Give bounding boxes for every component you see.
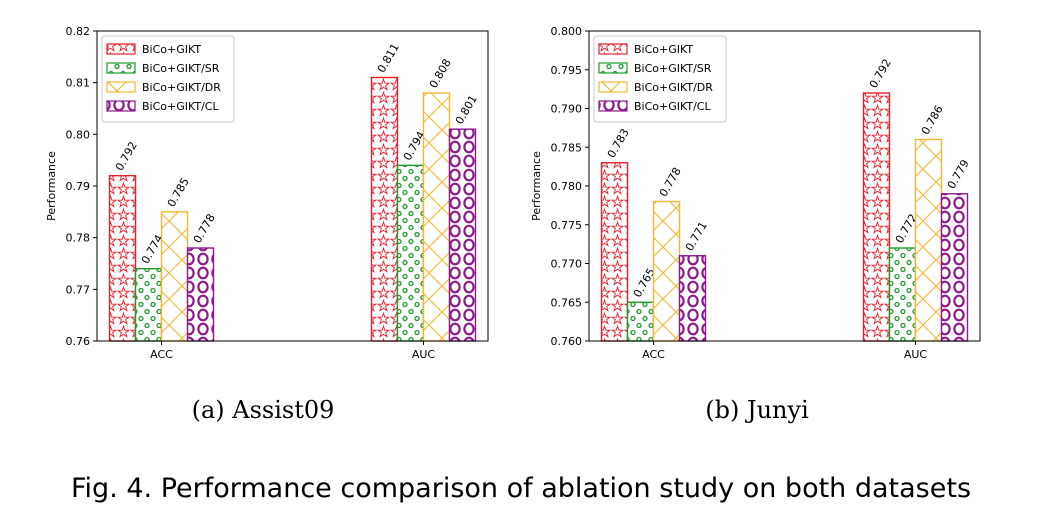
y-tick-label: 0.77: [66, 283, 91, 296]
y-tick-label: 0.82: [66, 25, 91, 38]
legend-label: BiCo+GIKT/SR: [634, 62, 712, 75]
data-label: 0.778: [657, 165, 684, 199]
data-label: 0.785: [165, 176, 192, 210]
y-tick-label: 0.76: [66, 335, 91, 348]
bar-bico-gikt-dr-acc: [652, 200, 681, 342]
data-label: 0.792: [113, 139, 140, 173]
x-tick-label: AUC: [412, 348, 436, 361]
x-tick-label: AUC: [904, 348, 928, 361]
x-tick-label: ACC: [642, 348, 665, 361]
legend-label: BiCo+GIKT/CL: [634, 100, 711, 113]
legend-label: BiCo+GIKT: [634, 43, 693, 56]
legend-label: BiCo+GIKT/DR: [634, 81, 713, 94]
y-tick-label: 0.78: [66, 232, 91, 245]
legend-swatch: [598, 81, 628, 93]
data-label: 0.811: [375, 41, 402, 75]
bar-bico-gikt-auc: [370, 76, 399, 342]
legend-swatch: [598, 62, 628, 74]
subcaption-a: (a) Assist09: [192, 396, 335, 424]
y-tick-label: 0.765: [551, 296, 583, 309]
bar-bico-gikt-cl-auc: [448, 128, 477, 342]
legend-label: BiCo+GIKT: [142, 43, 201, 56]
bar-bico-gikt-cl-acc: [186, 247, 215, 342]
bar-bico-gikt-acc: [108, 174, 137, 342]
bar-bico-gikt-dr-auc: [914, 138, 943, 342]
data-label: 0.771: [683, 219, 710, 253]
data-label: 0.808: [427, 57, 454, 91]
y-tick-label: 0.800: [551, 25, 583, 38]
bar-bico-gikt-cl-acc: [678, 255, 707, 342]
subcaption-b: (b) Junyi: [705, 396, 809, 424]
y-tick-label: 0.780: [551, 180, 583, 193]
y-axis-label: Performance: [45, 151, 58, 221]
y-axis-label: Performance: [530, 151, 543, 221]
legend: BiCo+GIKT BiCo+GIKT/SR BiCo+GIKT/DR BiCo+GI…: [101, 35, 235, 123]
data-label: 0.778: [191, 212, 218, 246]
legend-swatch: [106, 100, 136, 112]
y-tick-label: 0.785: [551, 141, 583, 154]
y-tick-label: 0.795: [551, 64, 583, 77]
y-tick-label: 0.79: [66, 180, 91, 193]
bar-bico-gikt-dr-auc: [422, 92, 451, 342]
data-label: 0.779: [945, 157, 972, 191]
legend-swatch: [106, 62, 136, 74]
legend-label: BiCo+GIKT/CL: [142, 100, 219, 113]
y-tick-label: 0.81: [66, 77, 91, 90]
legend: BiCo+GIKT BiCo+GIKT/SR BiCo+GIKT/DR BiCo+GI…: [593, 35, 727, 123]
legend-label: BiCo+GIKT/DR: [142, 81, 221, 94]
data-label: 0.801: [453, 93, 480, 127]
bar-bico-gikt-sr-auc: [888, 247, 917, 342]
chart-assist09: 0.7920.8110.7740.7940.7850.8080.7780.801…: [45, 25, 489, 361]
bar-bico-gikt-cl-auc: [940, 193, 969, 342]
legend-swatch: [106, 81, 136, 93]
bar-bico-gikt-acc: [600, 162, 629, 342]
bar-bico-gikt-auc: [862, 92, 891, 342]
bar-bico-gikt-sr-acc: [626, 301, 655, 342]
legend-label: BiCo+GIKT/SR: [142, 62, 220, 75]
bar-bico-gikt-sr-acc: [134, 267, 163, 342]
bar-bico-gikt-sr-auc: [396, 164, 425, 342]
legend-swatch: [598, 100, 628, 112]
y-tick-label: 0.790: [551, 103, 583, 116]
y-tick-label: 0.775: [551, 219, 583, 232]
data-label: 0.783: [605, 126, 632, 160]
x-tick-label: ACC: [150, 348, 173, 361]
data-label: 0.792: [867, 57, 894, 91]
figure-caption: Fig. 4. Performance comparison of ablati…: [71, 473, 971, 504]
y-tick-label: 0.80: [66, 128, 91, 141]
legend-swatch: [598, 43, 628, 55]
bar-bico-gikt-dr-acc: [160, 211, 189, 342]
data-label: 0.786: [919, 103, 946, 137]
chart-junyi: 0.7830.7920.7650.7720.7780.7860.7710.779…: [530, 25, 981, 361]
legend-swatch: [106, 43, 136, 55]
y-tick-label: 0.760: [551, 335, 583, 348]
y-tick-label: 0.770: [551, 258, 583, 271]
